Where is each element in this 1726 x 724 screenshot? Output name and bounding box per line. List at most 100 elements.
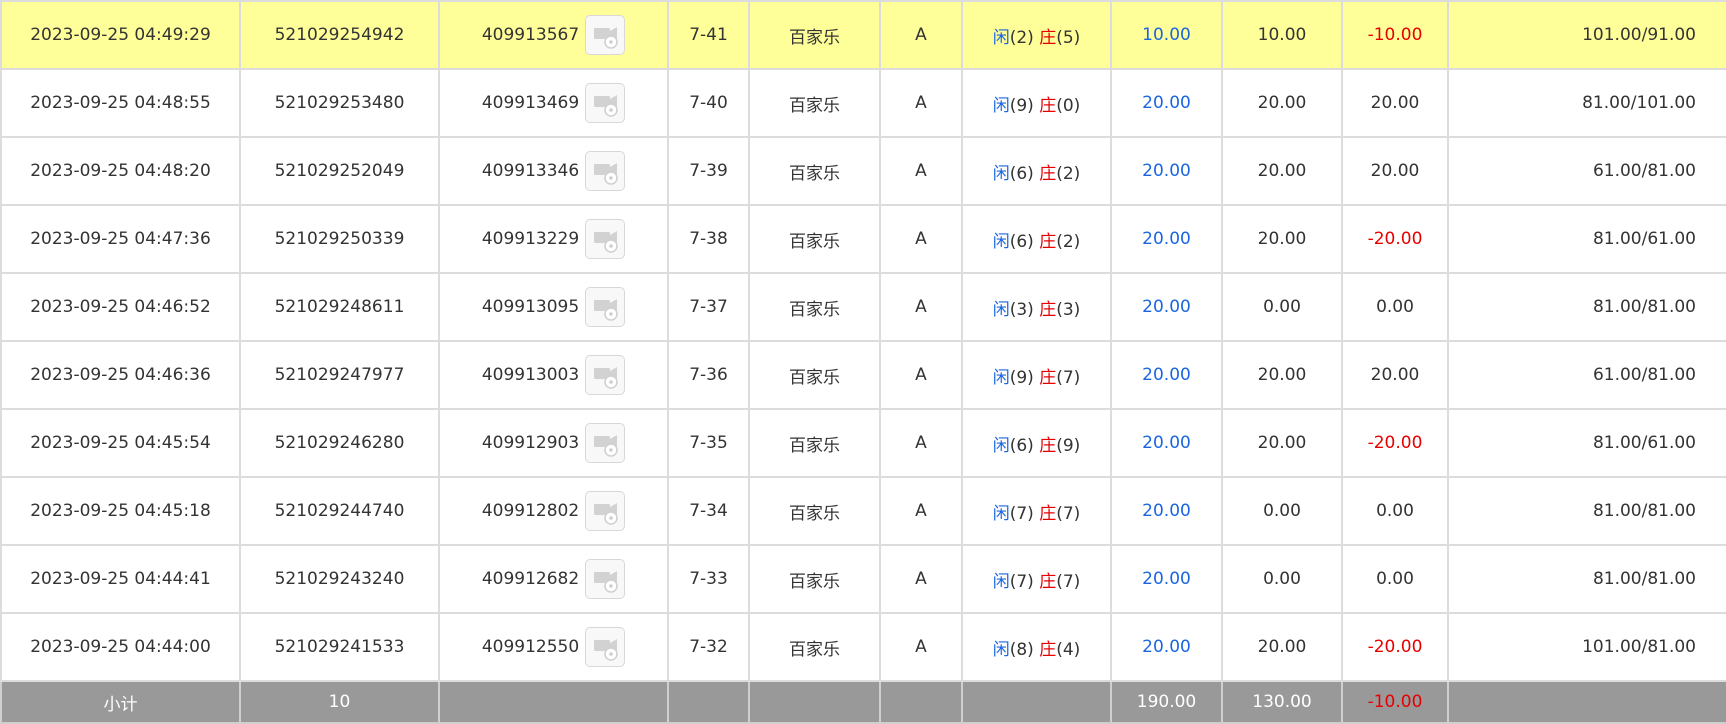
banker-points: 4 (1062, 639, 1074, 660)
game-id: 409912802 (481, 501, 580, 521)
player-label: 闲 (992, 571, 1010, 592)
valid-bet: 0.00 (1221, 476, 1343, 546)
game-id-cell: 409913003 (438, 340, 669, 410)
game-id-cell: 409912903 (438, 408, 669, 478)
valid-bet: 20.00 (1221, 136, 1343, 206)
valid-bet: 10.00 (1221, 0, 1343, 70)
bet-amount: 20.00 (1110, 476, 1223, 546)
table-round: 7-37 (667, 272, 750, 342)
bet-amount: 20.00 (1110, 544, 1223, 614)
bet-time: 2023-09-25 04:44:41 (0, 544, 241, 614)
video-replay-icon[interactable] (585, 287, 626, 327)
subtotal-count: 10 (239, 680, 440, 724)
balance-before-after: 61.00/81.00 (1447, 136, 1726, 206)
video-replay-icon[interactable] (585, 151, 626, 191)
video-replay-icon[interactable] (585, 219, 626, 259)
valid-bet: 0.00 (1221, 272, 1343, 342)
player-points: 9 (1016, 367, 1028, 388)
table-row: 2023-09-25 04:46:52 521029248611 409913095… (0, 272, 1726, 342)
video-replay-icon[interactable] (585, 15, 626, 55)
table-round: 7-32 (667, 612, 750, 682)
table-round: 7-39 (667, 136, 750, 206)
game-name: 百家乐 (748, 68, 881, 138)
game-id: 409913469 (481, 93, 580, 113)
player-points: 2 (1016, 27, 1028, 48)
result-cell: 闲(6) 庄(2) (961, 204, 1112, 274)
game-id-cell: 409913229 (438, 204, 669, 274)
table-round: 7-34 (667, 476, 750, 546)
balance-before-after: 61.00/81.00 (1447, 340, 1726, 410)
win-loss: 0.00 (1341, 476, 1449, 546)
player-label: 闲 (992, 503, 1010, 524)
banker-label: 庄 (1039, 435, 1057, 456)
video-replay-icon[interactable] (585, 83, 626, 123)
player-points: 6 (1016, 231, 1028, 252)
bet-time: 2023-09-25 04:48:55 (0, 68, 241, 138)
bet-time: 2023-09-25 04:48:20 (0, 136, 241, 206)
table-row: 2023-09-25 04:45:18 521029244740 409912802… (0, 476, 1726, 546)
player-points: 6 (1016, 435, 1028, 456)
balance-before-after: 81.00/61.00 (1447, 204, 1726, 274)
video-replay-icon[interactable] (585, 627, 626, 667)
banker-label: 庄 (1039, 27, 1057, 48)
result-cell: 闲(2) 庄(5) (961, 0, 1112, 70)
win-loss: -20.00 (1341, 612, 1449, 682)
table-round: 7-38 (667, 204, 750, 274)
balance-before-after: 101.00/81.00 (1447, 612, 1726, 682)
table-code: A (879, 544, 963, 614)
result-cell: 闲(9) 庄(0) (961, 68, 1112, 138)
player-label: 闲 (992, 367, 1010, 388)
video-replay-icon[interactable] (585, 355, 626, 395)
subtotal-empty (748, 680, 881, 724)
table-code: A (879, 340, 963, 410)
video-replay-icon[interactable] (585, 559, 626, 599)
bet-amount: 20.00 (1110, 612, 1223, 682)
player-label: 闲 (992, 231, 1010, 252)
win-loss: 20.00 (1341, 68, 1449, 138)
video-replay-icon[interactable] (585, 491, 626, 531)
subtotal-empty (438, 680, 669, 724)
player-points: 7 (1016, 503, 1028, 524)
player-label: 闲 (992, 27, 1010, 48)
player-label: 闲 (992, 639, 1010, 660)
subtotal-empty (1447, 680, 1726, 724)
win-loss: 20.00 (1341, 136, 1449, 206)
banker-points: 2 (1062, 163, 1074, 184)
table-code: A (879, 136, 963, 206)
banker-label: 庄 (1039, 639, 1057, 660)
win-loss: -20.00 (1341, 408, 1449, 478)
banker-points: 3 (1062, 299, 1074, 320)
game-id-cell: 409913095 (438, 272, 669, 342)
player-points: 7 (1016, 571, 1028, 592)
banker-label: 庄 (1039, 95, 1057, 116)
bet-id: 521029247977 (239, 340, 440, 410)
result-cell: 闲(7) 庄(7) (961, 476, 1112, 546)
table-round: 7-33 (667, 544, 750, 614)
video-replay-icon[interactable] (585, 423, 626, 463)
table-round: 7-36 (667, 340, 750, 410)
valid-bet: 20.00 (1221, 68, 1343, 138)
bet-time: 2023-09-25 04:45:54 (0, 408, 241, 478)
table-row: 2023-09-25 04:46:36 521029247977 409913003… (0, 340, 1726, 410)
balance-before-after: 101.00/91.00 (1447, 0, 1726, 70)
table-code: A (879, 68, 963, 138)
bet-amount: 20.00 (1110, 408, 1223, 478)
win-loss: 0.00 (1341, 272, 1449, 342)
game-name: 百家乐 (748, 204, 881, 274)
subtotal-empty (879, 680, 963, 724)
bet-amount: 20.00 (1110, 204, 1223, 274)
player-points: 8 (1016, 639, 1028, 660)
bet-time: 2023-09-25 04:47:36 (0, 204, 241, 274)
bet-id: 521029253480 (239, 68, 440, 138)
game-id-cell: 409913346 (438, 136, 669, 206)
valid-bet: 0.00 (1221, 544, 1343, 614)
table-row: 2023-09-25 04:49:29 521029254942 409913567… (0, 0, 1726, 70)
table-row: 2023-09-25 04:48:55 521029253480 409913469… (0, 68, 1726, 138)
banker-points: 5 (1062, 27, 1074, 48)
bet-amount: 10.00 (1110, 0, 1223, 70)
balance-before-after: 81.00/81.00 (1447, 476, 1726, 546)
table-code: A (879, 408, 963, 478)
table-code: A (879, 204, 963, 274)
balance-before-after: 81.00/81.00 (1447, 544, 1726, 614)
bet-id: 521029254942 (239, 0, 440, 70)
